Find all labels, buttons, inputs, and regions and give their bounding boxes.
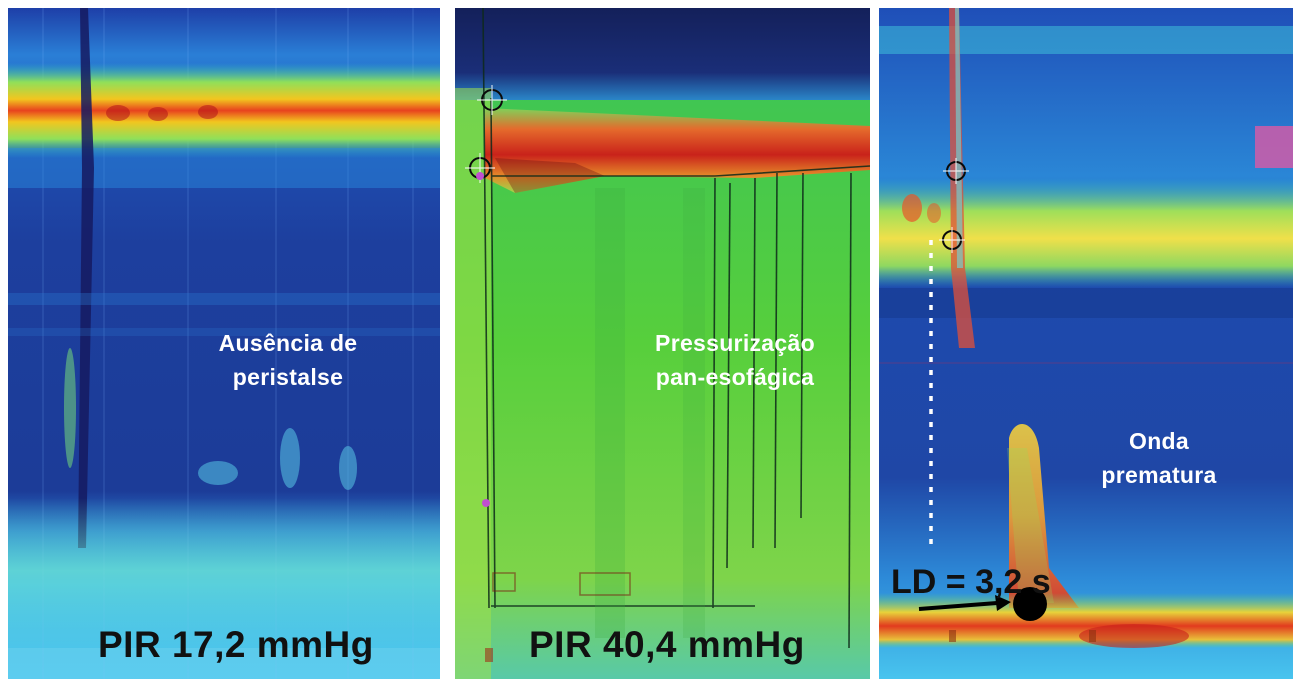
caption-premature-wave: Onda prematura <box>1059 424 1259 492</box>
panel-premature-contraction: Onda prematura LD = 3,2 s <box>879 8 1293 679</box>
caption-line-2: peristalse <box>232 364 344 390</box>
panel-absent-peristalsis: Ausência de peristalse PIR 17,2 mmHg <box>8 8 440 679</box>
pressure-topography-plot-3 <box>879 8 1293 679</box>
caption-line-2: prematura <box>1101 462 1217 488</box>
pressure-topography-plot-2 <box>455 8 870 679</box>
pressure-topography-plot-1 <box>8 8 440 679</box>
caption-line-1: Ausência de <box>218 330 358 356</box>
caption-line-1: Onda <box>1129 428 1189 454</box>
panel-pan-esophageal-pressurization: Pressurização pan-esofágica PIR 40,4 mmH… <box>455 8 870 679</box>
pir-label: PIR 17,2 mmHg <box>98 624 374 665</box>
distal-latency-label: LD = 3,2 s <box>891 563 1051 601</box>
caption-line-2: pan-esofágica <box>655 364 815 390</box>
caption-absent-peristalsis: Ausência de peristalse <box>178 326 398 394</box>
caption-pressurization: Pressurização pan-esofágica <box>605 326 865 394</box>
caption-line-1: Pressurização <box>655 330 815 356</box>
pir-label: PIR 40,4 mmHg <box>529 624 805 665</box>
